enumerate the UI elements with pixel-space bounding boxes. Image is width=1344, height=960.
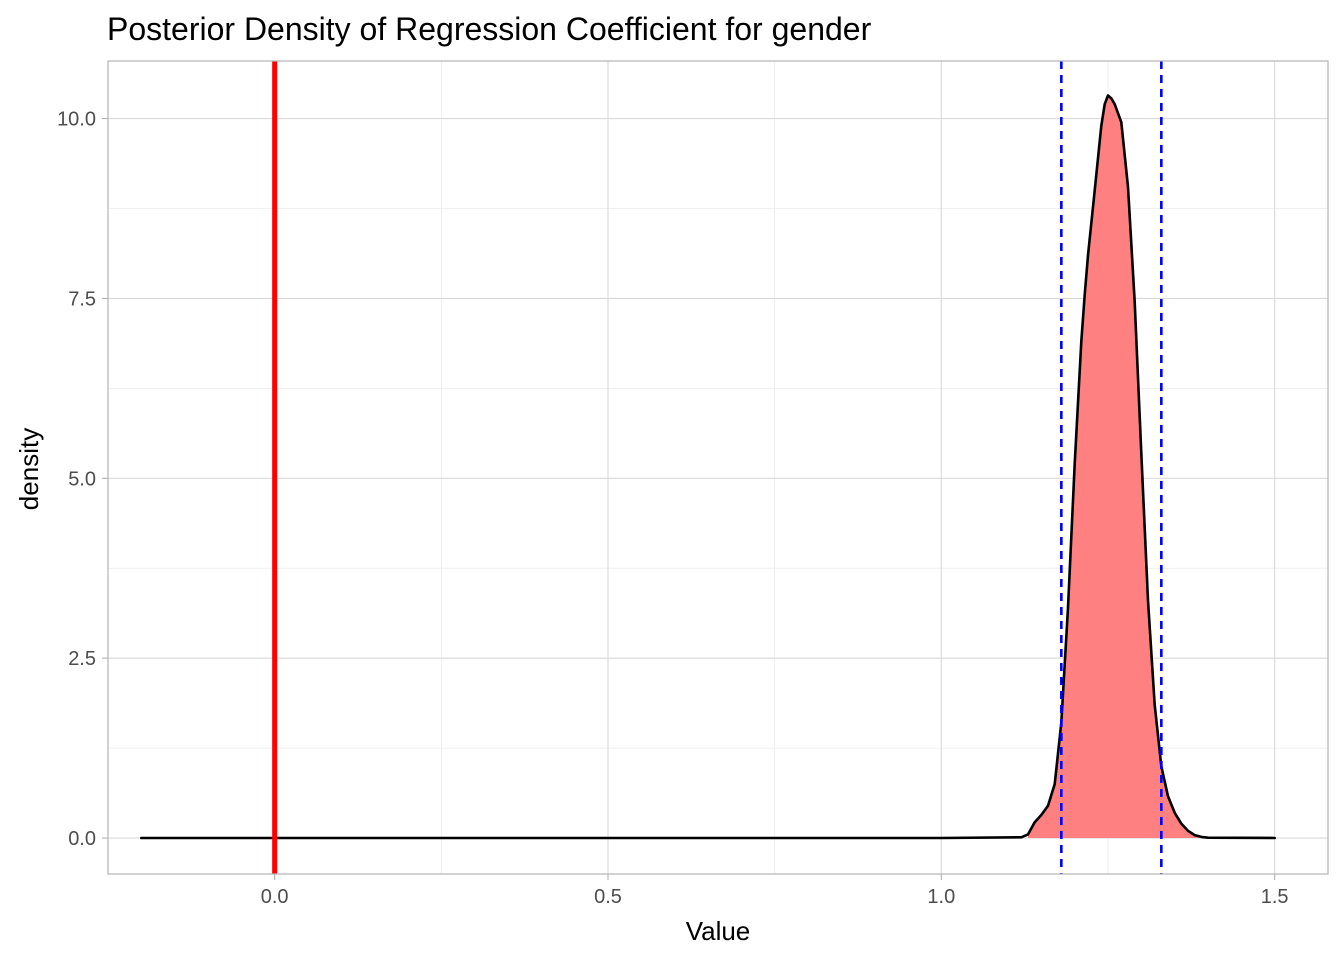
- panel-border-rect: [107, 60, 1329, 875]
- x-tick-label: 0.0: [261, 886, 289, 908]
- x-axis-title: Value: [686, 916, 751, 946]
- x-tick-label: 1.5: [1261, 886, 1289, 908]
- y-axis-ticks: 0.0 2.5 5.0 7.5 10.0: [57, 109, 108, 850]
- x-tick-label: 0.5: [594, 886, 622, 908]
- panel-border: [107, 60, 1329, 875]
- y-tick-label: 5.0: [68, 468, 96, 490]
- y-tick-label: 10.0: [57, 109, 96, 131]
- reference-line-layer: [272, 61, 1163, 874]
- y-tick-label: 2.5: [68, 648, 96, 670]
- density-fill: [1028, 95, 1208, 839]
- x-tick-label: 1.0: [927, 886, 955, 908]
- chart-title: Posterior Density of Regression Coeffici…: [107, 11, 872, 47]
- y-axis-title: density: [14, 428, 44, 510]
- density-layer: [140, 94, 1276, 840]
- y-tick-label: 7.5: [68, 288, 96, 310]
- density-curve: [140, 94, 1276, 840]
- y-tick-label: 0.0: [68, 828, 96, 850]
- x-axis-ticks: 0.0 0.5 1.0 1.5: [261, 874, 1289, 908]
